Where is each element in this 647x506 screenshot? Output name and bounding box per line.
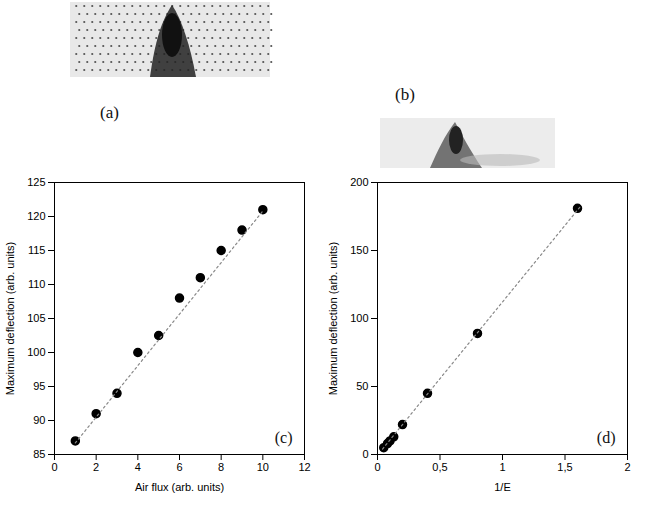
svg-text:105: 105 <box>27 312 45 324</box>
svg-text:Maximum deflection (arb. units: Maximum deflection (arb. units) <box>4 242 16 395</box>
svg-text:(b): (b) <box>395 85 415 104</box>
svg-text:150: 150 <box>350 244 368 256</box>
svg-text:1: 1 <box>499 461 505 473</box>
svg-text:0,5: 0,5 <box>432 461 447 473</box>
svg-text:95: 95 <box>33 380 45 392</box>
svg-text:100: 100 <box>27 346 45 358</box>
svg-text:200: 200 <box>350 176 368 188</box>
svg-text:0: 0 <box>51 461 57 473</box>
svg-text:12: 12 <box>298 461 310 473</box>
svg-text:100: 100 <box>350 312 368 324</box>
svg-text:115: 115 <box>28 244 46 256</box>
svg-text:2: 2 <box>624 461 630 473</box>
svg-text:85: 85 <box>33 448 45 460</box>
svg-text:1,5: 1,5 <box>557 461 572 473</box>
svg-text:1/E: 1/E <box>494 481 511 493</box>
svg-text:0: 0 <box>362 448 368 460</box>
svg-text:50: 50 <box>356 380 368 392</box>
svg-text:6: 6 <box>176 461 182 473</box>
svg-text:125: 125 <box>27 176 45 188</box>
svg-text:Air flux (arb. units): Air flux (arb. units) <box>135 481 224 493</box>
svg-text:(d): (d) <box>597 429 616 447</box>
svg-text:4: 4 <box>135 461 141 473</box>
svg-text:90: 90 <box>33 414 45 426</box>
svg-text:2: 2 <box>93 461 99 473</box>
svg-text:0: 0 <box>374 461 380 473</box>
svg-text:10: 10 <box>257 461 269 473</box>
svg-text:Maximum deflection (arb. units: Maximum deflection (arb. units) <box>327 242 339 395</box>
svg-text:120: 120 <box>27 210 45 222</box>
svg-text:(c): (c) <box>275 429 293 447</box>
svg-text:(a): (a) <box>100 103 119 122</box>
svg-text:110: 110 <box>28 278 46 290</box>
svg-text:8: 8 <box>218 461 224 473</box>
